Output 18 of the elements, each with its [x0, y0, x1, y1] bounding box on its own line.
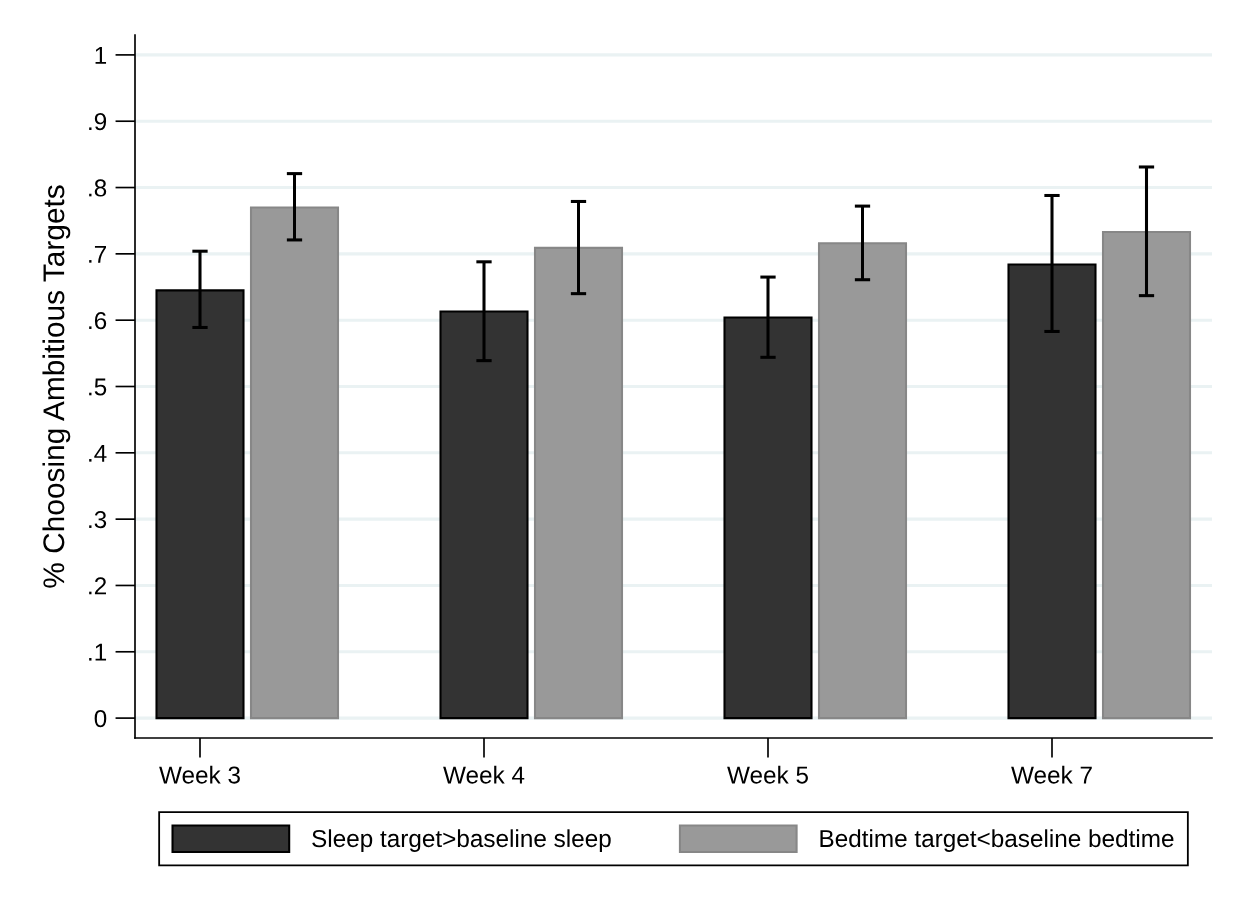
x-tick-label: Week 7 [1011, 765, 1092, 784]
y-tick-label: 1 [95, 46, 107, 64]
x-tick-label: Week 4 [443, 765, 525, 784]
x-tick-label: Week 3 [159, 765, 240, 784]
y-tick-label: 0 [94, 709, 107, 728]
y-tick-label: .5 [89, 378, 107, 396]
legend-label: Bedtime target<baseline bedtime [820, 829, 1174, 852]
legend-label: Sleep target>baseline sleep [312, 829, 611, 852]
y-tick-label: .6 [89, 312, 107, 330]
y-tick-label: .1 [89, 643, 107, 661]
y-tick-label: .3 [89, 510, 107, 529]
y-tick-label: .2 [89, 577, 106, 595]
y-tick-label: .7 [89, 245, 106, 263]
y-tick-label: .9 [89, 113, 107, 131]
y-axis-title: % Choosing Ambitious Targets [42, 185, 71, 588]
y-tick-label: .8 [89, 179, 107, 197]
y-tick-label: .4 [89, 444, 107, 462]
x-tick-label: Week 5 [727, 765, 808, 784]
